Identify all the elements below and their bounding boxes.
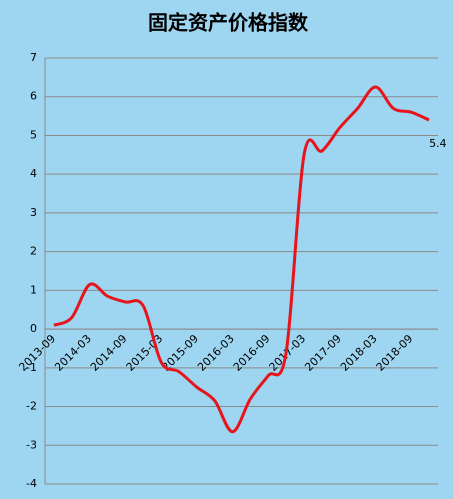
y-tick-label: 6 [30, 90, 37, 103]
y-tick-label: -2 [26, 400, 37, 413]
y-tick-label: 5 [30, 128, 37, 141]
y-tick-label: 1 [30, 283, 37, 296]
series-line [53, 85, 430, 434]
y-tick-label: 3 [30, 206, 37, 219]
y-tick-label: 0 [30, 322, 37, 335]
y-tick-label: -3 [26, 438, 37, 451]
y-tick-label: 4 [30, 167, 37, 180]
chart-title: 固定资产价格指数 [148, 11, 309, 35]
y-tick-label: -4 [26, 477, 37, 490]
y-tick-label: 7 [30, 51, 37, 64]
y-tick-label: 2 [30, 245, 37, 258]
y-tick-label: -1 [26, 361, 37, 374]
data-label: 5.4 [429, 137, 447, 150]
